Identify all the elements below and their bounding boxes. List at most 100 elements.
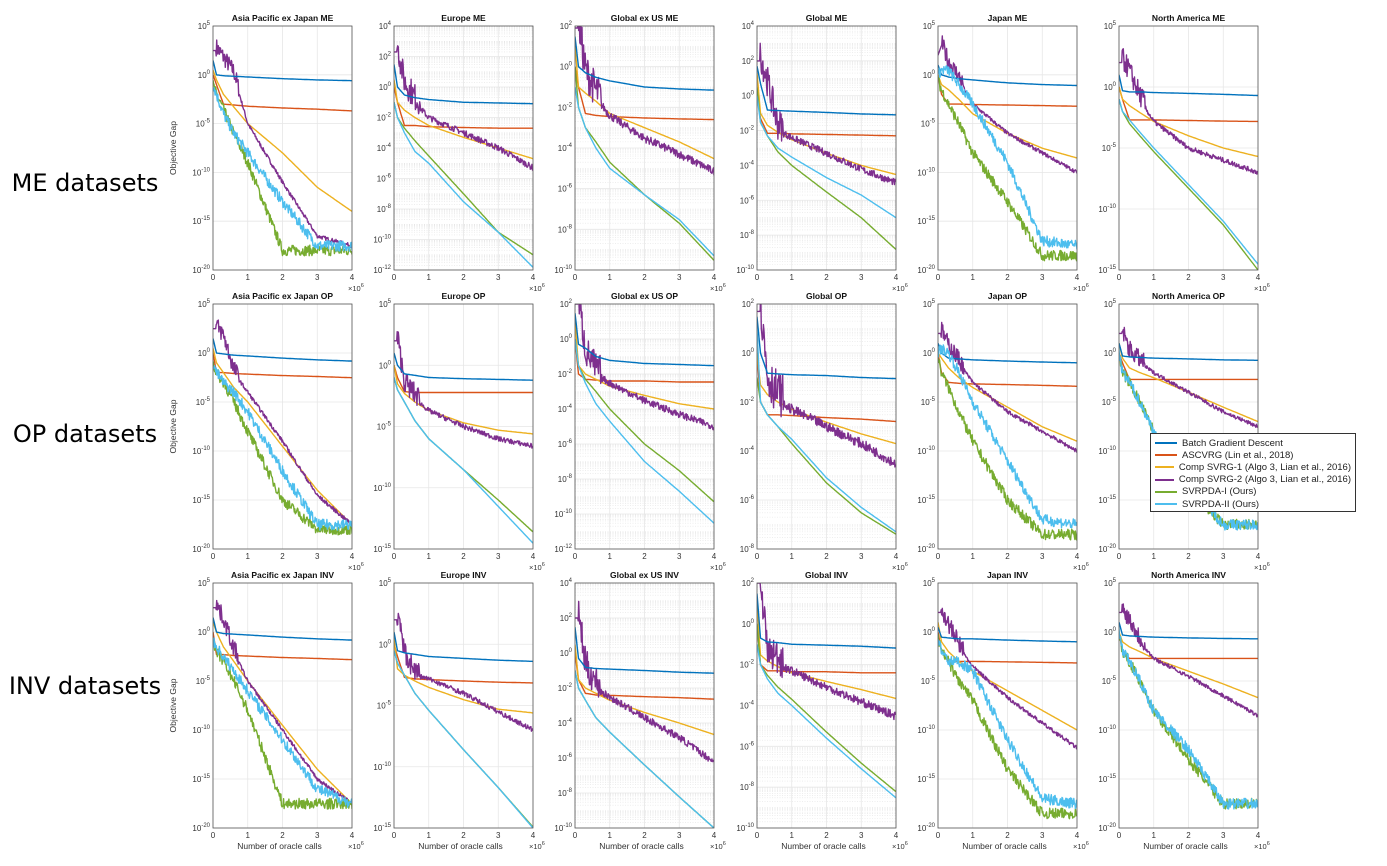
x-tick-label: 2 [824,273,829,282]
axes-box [393,303,534,550]
x-tick-label: 4 [531,273,536,282]
x-tick-label: 4 [894,831,899,840]
x-tick-label: 1 [608,273,613,282]
x-axis-label: Number of oracle calls [781,841,866,851]
series-line-ascvrg [938,631,1077,664]
x-tick-label: 4 [531,831,536,840]
subplot-title: Asia Pacific ex Japan ME [232,13,334,23]
x-tick-label: 1 [608,831,613,840]
y-tick-label: 10-20 [917,265,935,275]
series-group [575,304,714,524]
y-tick-label: 10-5 [1102,143,1117,153]
y-tick-label: 10-6 [558,439,573,449]
x-tick-label: 4 [350,831,355,840]
subplot: 10-20 10-15 10-10 10-5 100 105 0 1 2 3 4 North Amer… [1098,291,1269,572]
x-tick-label: 4 [1256,552,1261,561]
series-line-svrpda-1 [1119,99,1258,270]
y-tick-label: 10-10 [554,509,572,519]
series-group [394,331,533,544]
y-tick-label: 10-15 [917,495,935,505]
y-tick-label: 100 [379,639,392,649]
y-tick-label: 10-8 [740,544,755,554]
x-tick-label: 0 [211,273,216,282]
series-line-bgd [575,36,714,91]
x-tick-label: 2 [642,552,647,561]
x-multiplier-label: ×106 [710,283,726,293]
y-tick-label: 10-15 [192,495,210,505]
x-tick-label: 1 [971,273,976,282]
series-line-comp-svrg-1 [213,621,352,805]
series-line-bgd [938,64,1077,87]
x-tick-label: 4 [1075,831,1080,840]
series-line-ascvrg [757,352,896,423]
axes-box [1118,303,1259,550]
x-multiplier-label: ×106 [892,841,908,851]
y-tick-label: 10-2 [740,397,755,407]
legend-item-comp-svrg-1: Comp SVRG-1 (Algo 3, Lian et al., 2016) [1155,461,1351,473]
y-tick-label: 102 [742,578,755,588]
series-line-bgd [938,627,1077,643]
y-tick-label: 105 [198,299,211,309]
x-tick-label: 0 [1117,273,1122,282]
series-group [938,321,1077,541]
axes-box [756,25,897,271]
x-tick-label: 4 [894,273,899,282]
x-tick-label: 1 [971,552,976,561]
x-tick-label: 3 [1221,552,1226,561]
subplot-title: Global ex US ME [611,13,679,23]
y-tick-label: 102 [742,299,755,309]
x-multiplier-label: ×106 [710,841,726,851]
series-line-svrpda-2 [938,65,1077,250]
y-tick-label: 104 [560,578,573,588]
x-tick-label: 0 [392,552,397,561]
series-line-comp-svrg-2 [575,26,714,176]
y-tick-label: 10-5 [921,119,936,129]
subplot: 10-10 10-8 10-6 10-4 10-2 100 102 104 0 1 2 3 4 Globa… [554,570,725,851]
subplot: 10-15 10-10 10-5 100 105 0 1 2 3 4 Europe OP ×106 [373,291,544,572]
series-line-svrpda-2 [757,95,896,219]
y-tick-label: 10-20 [192,823,210,833]
y-tick-label: 100 [1104,82,1117,92]
x-tick-label: 2 [642,831,647,840]
y-tick-label: 10-15 [192,216,210,226]
y-tick-label: 10-5 [921,676,936,686]
y-tick-label: 10-8 [377,204,392,214]
series-line-comp-svrg-1 [1119,631,1258,699]
row-label-me: ME datasets [11,169,159,197]
y-tick-label: 10-2 [558,683,573,693]
x-tick-label: 0 [392,273,397,282]
x-tick-label: 0 [755,831,760,840]
x-tick-label: 2 [1005,831,1010,840]
series-line-svrpda-2 [938,639,1077,810]
x-tick-label: 1 [971,831,976,840]
axes-box [756,582,897,829]
series-line-comp-svrg-1 [213,348,352,526]
y-tick-label: 10-8 [558,224,573,234]
subplot-title: Global INV [805,570,848,580]
x-tick-label: 1 [1152,273,1157,282]
axes-box [212,303,353,550]
x-tick-label: 1 [246,273,251,282]
series-group [757,42,896,251]
x-multiplier-label: ×106 [892,283,908,293]
y-tick-label: 10-4 [740,446,755,456]
y-tick-label: 10-10 [736,823,754,833]
subplot-title: North America INV [1151,570,1226,580]
series-line-svrpda-2 [213,637,352,808]
x-tick-label: 1 [427,831,432,840]
x-tick-label: 1 [427,273,432,282]
y-tick-label: 10-10 [1098,204,1116,214]
axes-box [574,303,715,550]
series-line-svrpda-1 [938,633,1077,820]
y-tick-label: 100 [560,334,573,344]
series-group [938,607,1077,820]
series-line-svrpda-2 [213,87,352,252]
subplot: 10-12 10-10 10-8 10-6 10-4 10-2 100 102 104 0 1 2 3 4… [373,13,544,293]
x-multiplier-label: ×106 [1254,562,1270,572]
x-axis-label: Number of oracle calls [962,841,1047,851]
x-tick-label: 0 [755,552,760,561]
series-line-comp-svrg-2 [757,42,896,186]
series-line-svrpda-2 [757,328,896,533]
x-tick-label: 0 [573,273,578,282]
y-tick-label: 100 [198,70,211,80]
